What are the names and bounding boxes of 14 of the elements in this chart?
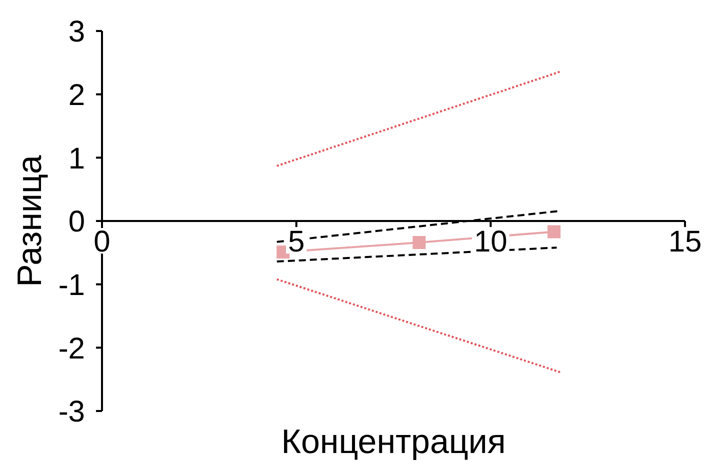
x-tick-label: 10 — [474, 225, 508, 258]
point — [412, 236, 426, 250]
y-tick-label: -2 — [58, 332, 85, 366]
y-axis-title: Разница — [11, 155, 49, 287]
y-tick-label: 1 — [68, 142, 85, 176]
y-tick-label: 3 — [68, 16, 85, 49]
y-tick-label: 2 — [68, 78, 85, 112]
point — [548, 225, 561, 238]
x-tick-label: 15 — [668, 225, 702, 258]
x-axis-title: Концентрация — [281, 423, 506, 461]
x-tick-label: 0 — [94, 225, 110, 258]
x-tick-label: 5 — [288, 225, 305, 258]
y-tick-label: -1 — [58, 268, 85, 302]
y-tick-label: -3 — [58, 396, 85, 429]
